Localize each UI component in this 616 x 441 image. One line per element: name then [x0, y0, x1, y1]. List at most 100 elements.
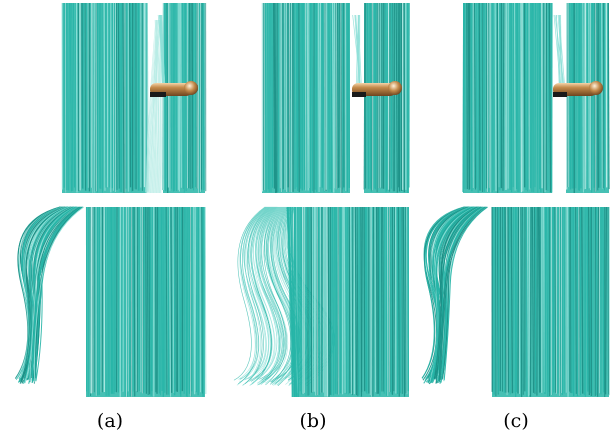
- caption-c: (c): [503, 410, 529, 432]
- hair-strand: [98, 2, 101, 189]
- hair-strand: [546, 206, 549, 397]
- hair-strand: [260, 206, 281, 382]
- hair-strand: [380, 206, 383, 392]
- rod-a: [150, 81, 198, 97]
- hair-strand: [250, 206, 273, 386]
- hair-strand: [268, 206, 294, 385]
- hair-strand: [402, 206, 406, 397]
- hair-strand: [462, 2, 465, 192]
- hair-strand: [27, 206, 75, 381]
- hair-strand: [498, 2, 500, 188]
- hair-strand: [193, 206, 196, 395]
- hair-strand: [533, 206, 536, 394]
- hair-strand: [248, 206, 271, 383]
- hair-strand: [264, 2, 267, 193]
- hair-strand: [272, 2, 276, 189]
- hair-strand: [180, 206, 182, 397]
- hair-strand: [159, 14, 163, 91]
- hair-strand: [443, 206, 488, 381]
- hair-strand: [108, 2, 111, 188]
- hair-strand: [128, 2, 132, 188]
- hair-strand: [385, 206, 388, 396]
- hair-strand: [151, 19, 157, 194]
- hair-strand: [597, 206, 600, 397]
- hair-strand: [480, 2, 482, 191]
- hair-strand: [357, 14, 362, 91]
- hair-strand: [286, 206, 293, 398]
- hair-strand: [202, 2, 205, 191]
- hair-strand: [430, 206, 478, 383]
- hair-strand: [294, 206, 297, 398]
- hair-strand: [556, 14, 560, 91]
- hair-strand: [335, 206, 338, 395]
- hair-strand: [524, 2, 527, 191]
- hair-strand: [529, 206, 532, 397]
- hair-strand: [514, 2, 516, 191]
- panel-top-b: [261, 2, 410, 193]
- hair-strand: [14, 206, 61, 379]
- hair-strand: [293, 2, 296, 189]
- hair-strand: [334, 206, 336, 394]
- hair-strand: [198, 2, 201, 193]
- hair-strand: [440, 206, 488, 380]
- hair-strand: [157, 206, 160, 394]
- hair-strand: [154, 19, 157, 194]
- hair-strand: [393, 206, 395, 392]
- hair-strand: [194, 206, 197, 392]
- hair-strand: [548, 2, 552, 193]
- hair-strand: [130, 2, 133, 192]
- hair-strand: [186, 206, 189, 397]
- hair-strand: [170, 206, 173, 393]
- hair-strand: [146, 19, 158, 194]
- hair-strand: [295, 2, 298, 188]
- hair-strand: [306, 2, 309, 191]
- hair-strand: [82, 2, 84, 190]
- hair-strand: [122, 2, 125, 193]
- hair-strand: [145, 19, 157, 194]
- hair-strand: [354, 206, 358, 396]
- hair-strand: [558, 14, 564, 91]
- hair-strand: [69, 2, 73, 192]
- hair-strand: [601, 2, 603, 189]
- hair-strand: [375, 206, 378, 394]
- hair-strand: [327, 206, 330, 397]
- hair-strand: [602, 206, 605, 393]
- hair-strand: [517, 206, 520, 394]
- hair-strand: [146, 206, 149, 396]
- hair-strand: [317, 206, 320, 395]
- hair-strand: [274, 2, 277, 193]
- hair-strand: [168, 206, 172, 397]
- hair-strand: [520, 206, 523, 397]
- hair-strand: [126, 206, 128, 397]
- hair-strand: [516, 2, 519, 193]
- hair-strand: [303, 2, 306, 190]
- hair-strand: [360, 206, 363, 397]
- hair-strand: [566, 206, 569, 397]
- hair-strand: [528, 206, 531, 396]
- hair-strand: [343, 206, 346, 393]
- caption-a: (a): [96, 410, 124, 432]
- hair-strand: [287, 206, 294, 398]
- hair-strand: [184, 2, 187, 192]
- hair-strand: [68, 2, 70, 191]
- hair-strand: [155, 19, 162, 194]
- hair-strand: [382, 206, 385, 392]
- hair-strand: [474, 2, 477, 190]
- hair-strand: [33, 206, 84, 383]
- hair-strand: [149, 206, 152, 396]
- hair-strand: [267, 206, 292, 385]
- hair-strand: [159, 19, 162, 194]
- hair-strand: [165, 206, 168, 395]
- hair-strand: [319, 206, 322, 393]
- hair-strand: [591, 2, 593, 193]
- hair-strand: [397, 206, 400, 397]
- hair-strand: [378, 206, 381, 396]
- hair-strand: [164, 2, 167, 192]
- hair-strand: [575, 206, 577, 394]
- hair-strand: [242, 206, 269, 386]
- hair-strand: [361, 206, 363, 392]
- hair-strand: [337, 2, 340, 188]
- hair-strand: [466, 2, 468, 190]
- hair-strand: [110, 206, 113, 394]
